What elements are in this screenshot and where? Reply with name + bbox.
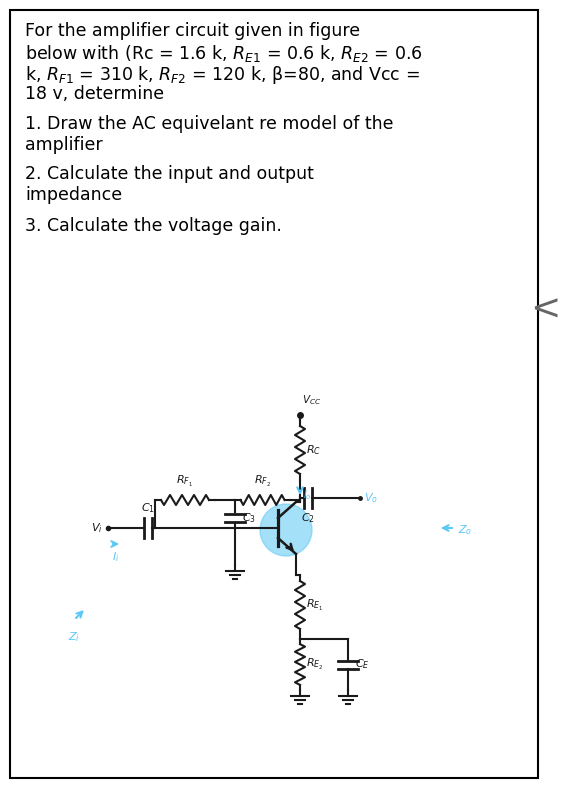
Text: 1. Draw the AC equivelant re model of the: 1. Draw the AC equivelant re model of th… (25, 115, 393, 133)
Text: $C_3$: $C_3$ (242, 511, 256, 525)
Text: $I_i$: $I_i$ (112, 550, 119, 564)
Text: $I_o$: $I_o$ (303, 488, 312, 502)
Text: below with (Rc = 1.6 k, $R_{E1}$ = 0.6 k, $R_{E2}$ = 0.6: below with (Rc = 1.6 k, $R_{E1}$ = 0.6 k… (25, 43, 423, 64)
Text: 18 v, determine: 18 v, determine (25, 85, 164, 103)
Text: $R_{E_1}$: $R_{E_1}$ (306, 598, 324, 613)
Text: <: < (530, 293, 560, 327)
Text: 2. Calculate the input and output: 2. Calculate the input and output (25, 165, 314, 183)
Text: $C_E$: $C_E$ (355, 658, 370, 671)
Circle shape (260, 504, 312, 556)
Text: $V_{CC}$: $V_{CC}$ (302, 393, 321, 407)
Text: $R_C$: $R_C$ (306, 443, 321, 457)
Text: impedance: impedance (25, 186, 122, 204)
Text: $C_1$: $C_1$ (141, 501, 155, 515)
Text: $C_2$: $C_2$ (301, 511, 315, 525)
Text: $Z_i$: $Z_i$ (68, 630, 80, 644)
Text: $Z_o$: $Z_o$ (458, 523, 472, 537)
Text: $R_{E_2}$: $R_{E_2}$ (306, 657, 324, 672)
Text: $V_o$: $V_o$ (364, 491, 378, 505)
Text: For the amplifier circuit given in figure: For the amplifier circuit given in figur… (25, 22, 360, 40)
Text: $R_{F_1}$: $R_{F_1}$ (177, 474, 194, 489)
Text: amplifier: amplifier (25, 136, 102, 154)
Text: $V_i$: $V_i$ (91, 521, 103, 535)
Text: 3. Calculate the voltage gain.: 3. Calculate the voltage gain. (25, 217, 282, 235)
Text: k, $R_{F1}$ = 310 k, $R_{F2}$ = 120 k, β=80, and Vcc =: k, $R_{F1}$ = 310 k, $R_{F2}$ = 120 k, β… (25, 64, 420, 86)
Text: $R_{F_2}$: $R_{F_2}$ (254, 474, 271, 489)
